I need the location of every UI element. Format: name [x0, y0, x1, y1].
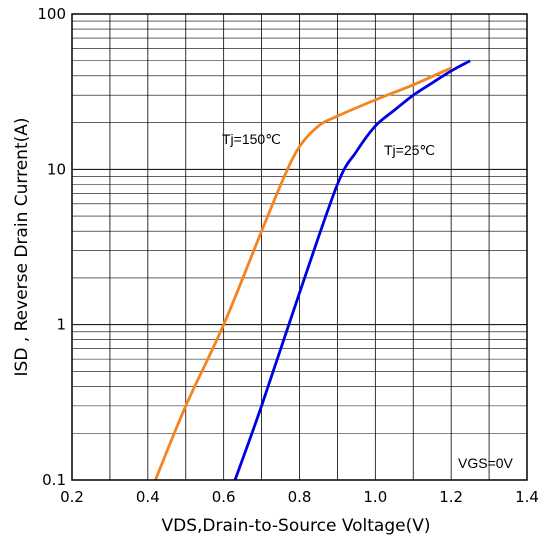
y-axis-title: ISD , Reverse Drain Current(A) [12, 118, 32, 377]
x-tick-label: 1.0 [363, 488, 387, 506]
x-tick-labels: 0.2 0.4 0.6 0.8 1.0 1.2 1.4 [60, 488, 539, 506]
y-tick-labels: 0.1 1 10 100 [37, 5, 66, 489]
y-tick-label: 1 [56, 316, 66, 334]
y-tick-label: 10 [47, 160, 66, 178]
series-line-tj150 [154, 66, 452, 481]
x-axis-title: VDS,Drain-to-Source Voltage(V) [161, 516, 430, 536]
annotation-tj150: Tj=150℃ [222, 131, 281, 147]
annotation-tj25: Tj=25℃ [384, 142, 435, 158]
x-tick-label: 1.2 [439, 488, 463, 506]
grid [72, 14, 527, 480]
x-tick-label: 0.2 [60, 488, 84, 506]
series-lines [154, 59, 471, 481]
x-tick-label: 0.6 [212, 488, 236, 506]
x-tick-label: 0.4 [136, 488, 160, 506]
plot-frame [71, 13, 528, 481]
y-tick-label: 100 [37, 5, 66, 23]
y-tick-label: 0.1 [42, 471, 66, 489]
annotation-vgs: VGS=0V [458, 455, 514, 471]
x-tick-label: 1.4 [515, 488, 539, 506]
series-line-tj25 [233, 59, 471, 481]
x-tick-label: 0.8 [288, 488, 312, 506]
